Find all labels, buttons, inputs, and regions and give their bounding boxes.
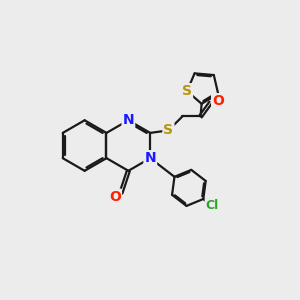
Text: Cl: Cl (206, 200, 219, 212)
Text: O: O (212, 94, 224, 108)
Text: O: O (109, 190, 121, 204)
Text: N: N (144, 151, 156, 165)
Text: N: N (123, 113, 134, 127)
Text: S: S (182, 84, 192, 98)
Text: S: S (164, 123, 173, 137)
